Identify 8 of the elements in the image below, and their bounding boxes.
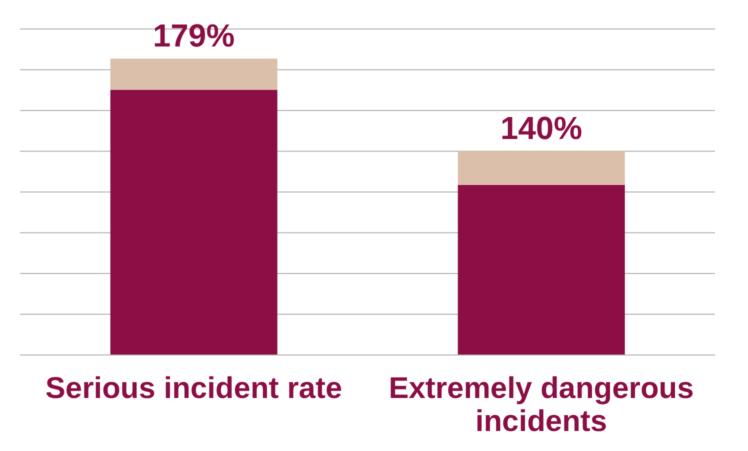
- x-tick-label: Serious incident rate: [45, 372, 342, 405]
- annotation: 140%: [500, 110, 582, 146]
- x-tick-label: Extremely dangerous incidents: [388, 372, 694, 438]
- annotation: 179%: [152, 18, 235, 54]
- bar: [458, 150, 625, 185]
- bar: [110, 58, 278, 90]
- bar: [110, 90, 278, 355]
- bar: [458, 184, 625, 355]
